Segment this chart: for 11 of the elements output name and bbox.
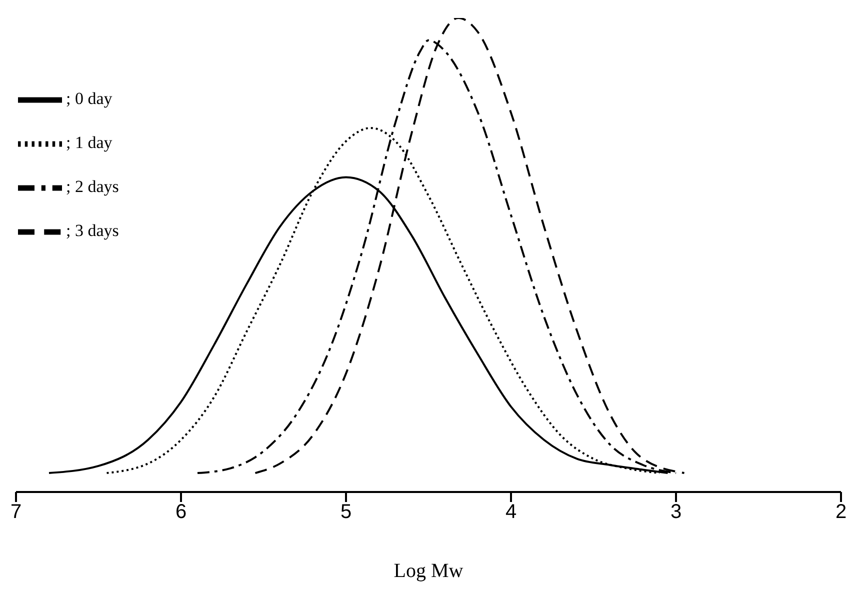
- x-tick-label: 2: [835, 501, 847, 524]
- x-axis-title: Log Mw: [394, 560, 464, 582]
- legend-label: ; 0 day: [66, 88, 112, 108]
- legend-label: ; 2 days: [66, 176, 119, 196]
- x-tick-label: 7: [10, 501, 22, 524]
- x-tick-label: 3: [670, 501, 682, 524]
- x-tick-label: 6: [175, 501, 187, 524]
- x-tick-label: 4: [505, 501, 517, 524]
- legend-label: ; 1 day: [66, 132, 112, 152]
- legend-label: ; 3 days: [66, 220, 119, 240]
- x-tick-label: 5: [340, 501, 352, 524]
